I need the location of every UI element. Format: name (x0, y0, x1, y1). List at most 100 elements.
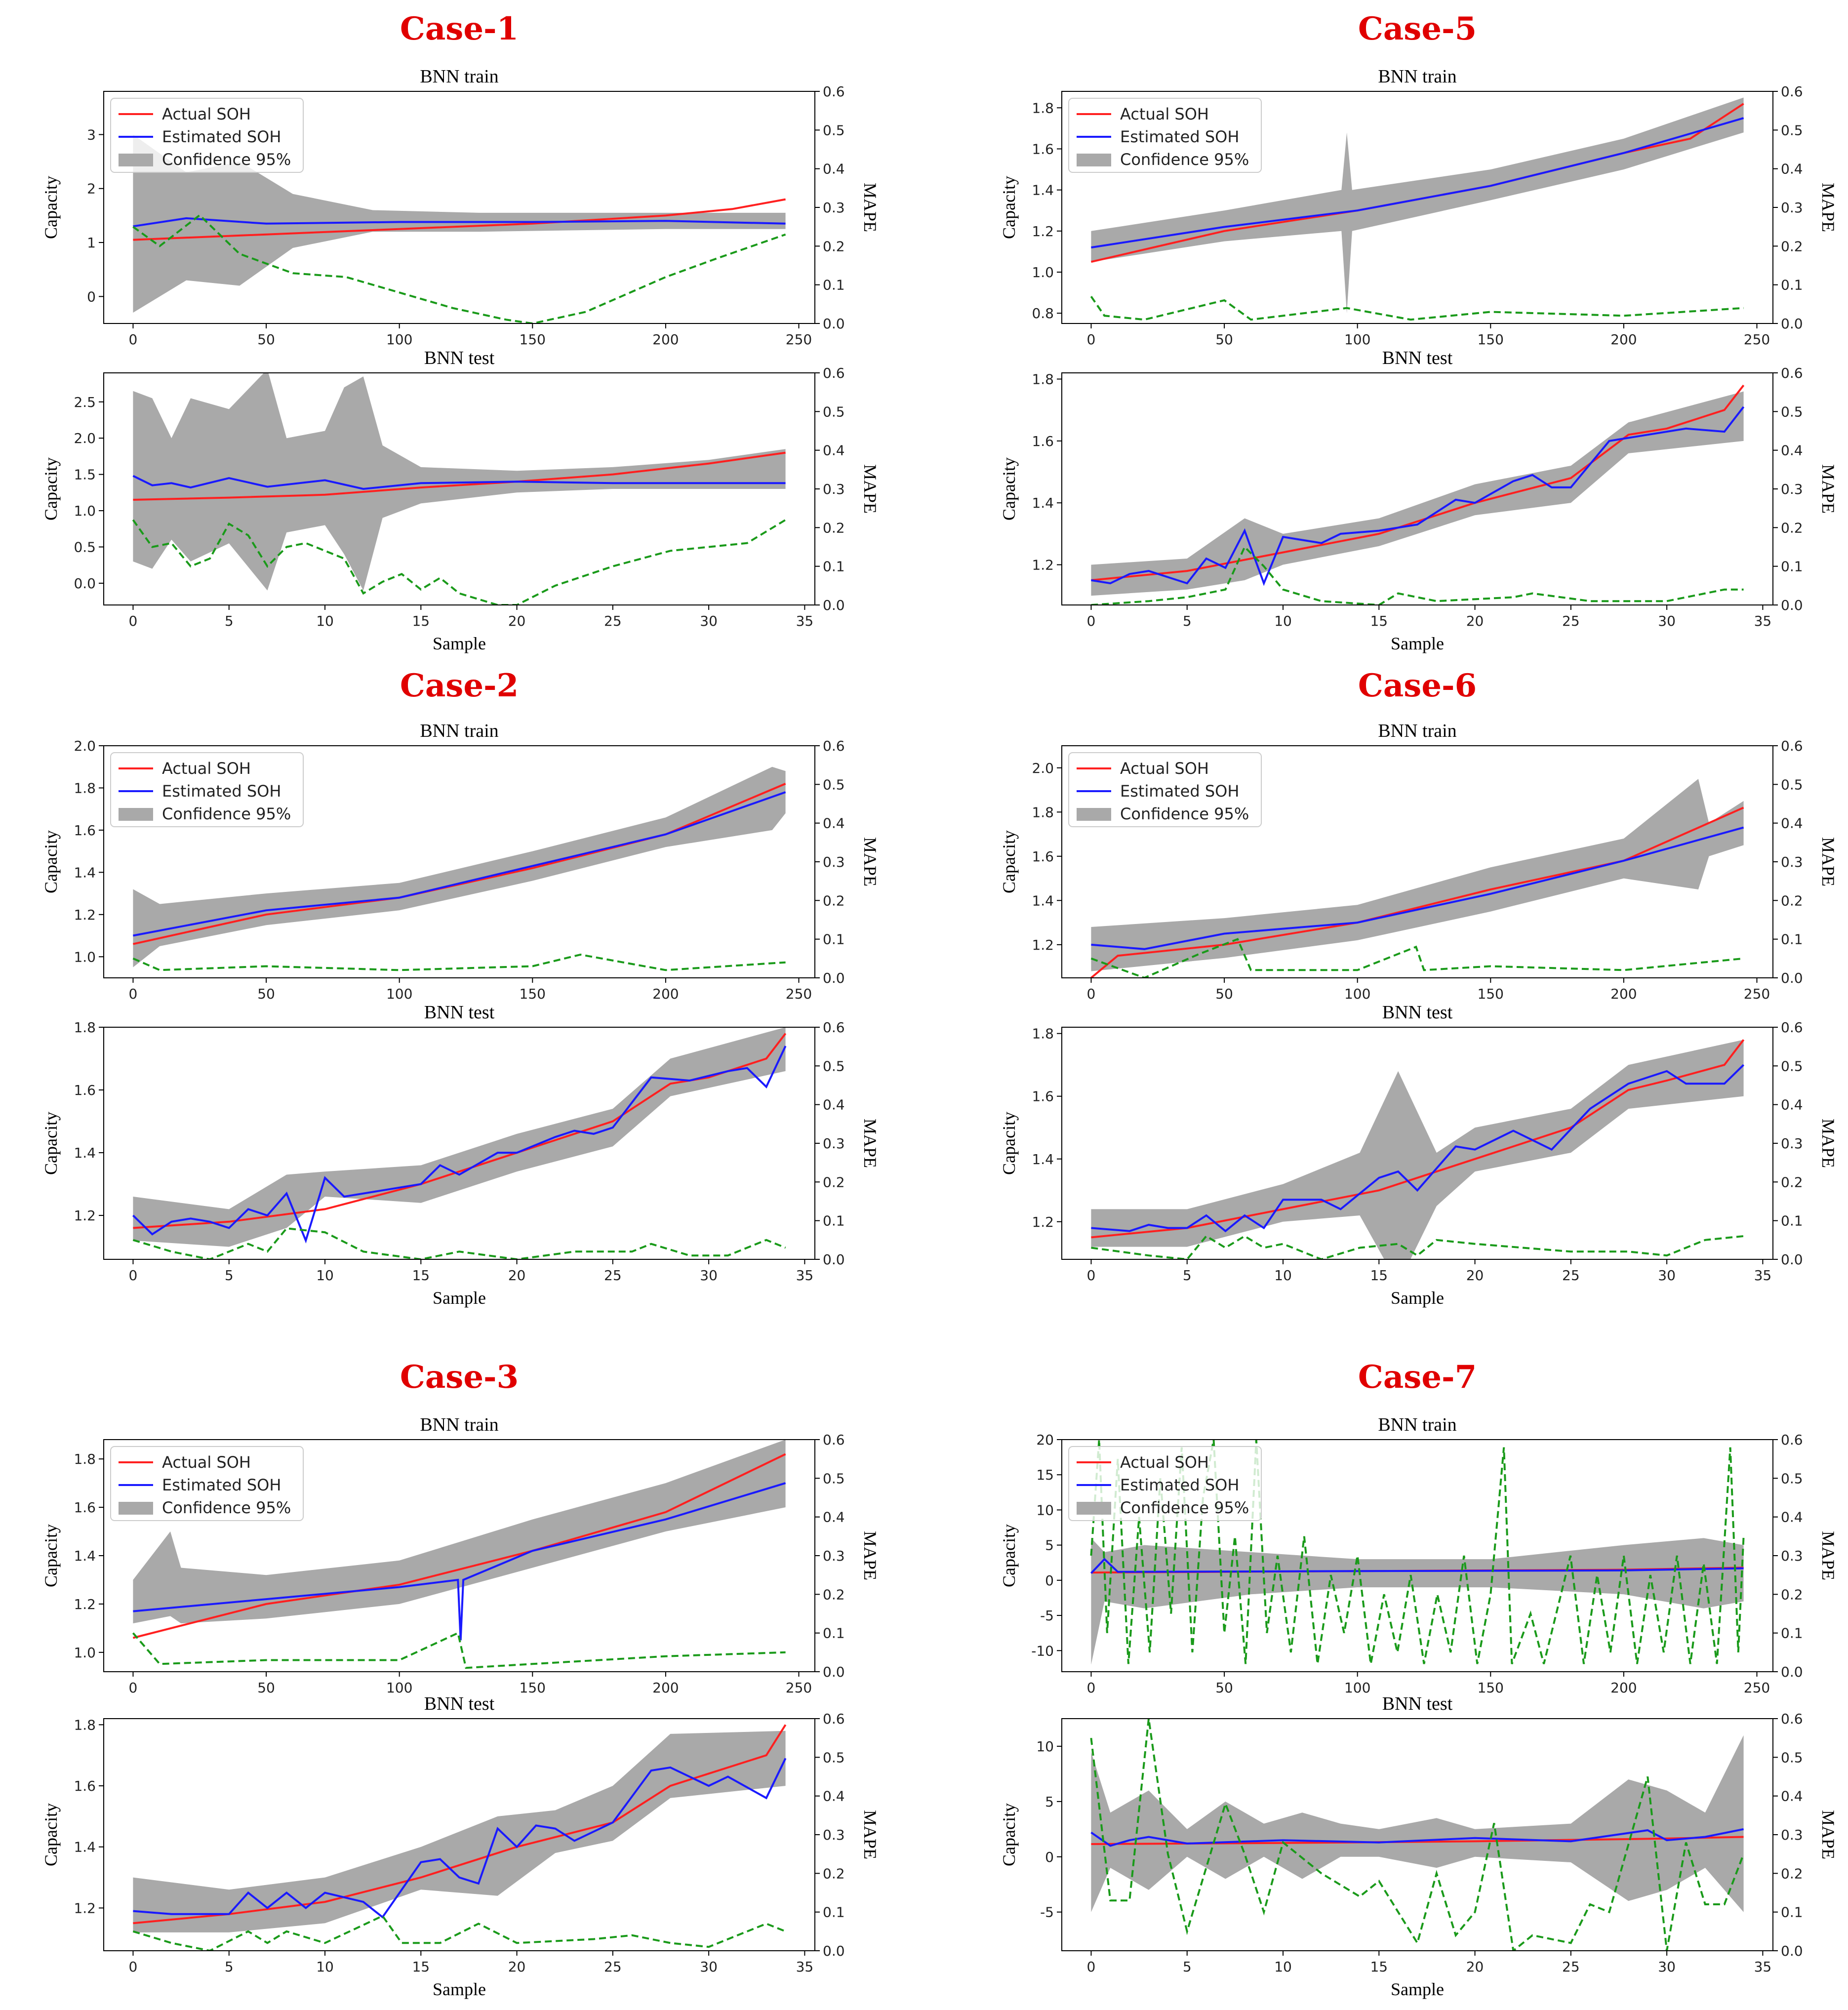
y-tick-label: 10 (1036, 1738, 1054, 1755)
case-7-train-panel: BNN train 0 50 100 150 200 250 -10 -5 0 5 10 15 20 0.0… (999, 1414, 1838, 1696)
y-tick-label: 1.4 (74, 1839, 96, 1855)
legend-estimated-label: Estimated SOH (162, 782, 281, 801)
legend: Actual SOH Estimated SOH Confidence 95% (110, 98, 304, 173)
mape-tick-label: 0.6 (1781, 1432, 1803, 1448)
y-tick-label: 1.8 (74, 1717, 96, 1733)
mape-tick-label: 0.3 (823, 200, 845, 216)
y-tick-label: 1.4 (1032, 495, 1054, 511)
x-tick-label: 25 (1562, 1959, 1580, 1975)
mape-tick-label: 0.2 (1781, 1865, 1803, 1882)
x-tick-label: 0 (1087, 331, 1096, 348)
x-tick-label: 15 (1370, 1959, 1388, 1975)
estimated-soh-line (1091, 1064, 1744, 1233)
legend-estimated-label: Estimated SOH (162, 1476, 281, 1494)
mape-line (1090, 1719, 1745, 1951)
y-tick-label: 1.8 (1032, 100, 1054, 116)
legend-confidence-label: Confidence 95% (162, 150, 291, 169)
actual-soh-line (133, 1033, 787, 1229)
legend: Actual SOH Estimated SOH Confidence 95% (1068, 752, 1262, 827)
mape-tick-label: 0.5 (1781, 1749, 1803, 1766)
mape-axis-label: MAPE (860, 837, 880, 886)
mape-axis-label: MAPE (860, 1810, 880, 1859)
legend-estimated-label: Estimated SOH (162, 127, 281, 146)
estimated-soh-line (1091, 406, 1745, 586)
test-title: BNN test (1382, 1693, 1453, 1714)
mape-tick-label: 0.3 (1781, 481, 1803, 497)
actual-soh-line (132, 1453, 786, 1639)
legend-actual-label: Actual SOH (162, 1453, 251, 1472)
y-tick-label: 1.6 (1032, 848, 1054, 865)
mape-tick-label: 0.5 (1781, 1470, 1803, 1487)
mape-tick-label: 0.0 (1781, 316, 1803, 332)
x-tick-label: 0 (1087, 1267, 1096, 1284)
y-tick-label: 1.8 (1032, 1026, 1054, 1042)
x-tick-label: 50 (257, 331, 275, 348)
test-plot-area (132, 373, 786, 605)
y-tick-label: 0.0 (74, 575, 96, 592)
legend-box (1068, 98, 1262, 173)
x-tick-label: 20 (1466, 613, 1484, 629)
x-tick-label: 100 (1344, 986, 1370, 1002)
mape-tick-label: 0.3 (1781, 854, 1803, 870)
mape-tick-label: 0.5 (1781, 122, 1803, 138)
y-tick-label: 2.5 (74, 394, 96, 410)
y-tick-label: 1.6 (74, 1499, 96, 1516)
x-tick-label: 0 (129, 1267, 138, 1284)
confidence-band (1091, 1040, 1744, 1259)
x-tick-label: 25 (1562, 613, 1580, 629)
x-tick-label: 150 (1478, 986, 1504, 1002)
x-tick-label: 15 (412, 1267, 430, 1284)
x-tick-label: 50 (1215, 1680, 1233, 1696)
mape-tick-label: 0.3 (823, 481, 845, 497)
mape-tick-label: 0.6 (823, 83, 845, 100)
mape-tick-label: 0.4 (1781, 815, 1803, 832)
x-tick-label: 150 (1478, 1680, 1504, 1696)
estimated-soh-line (133, 791, 786, 937)
x-tick-label: 30 (700, 613, 718, 629)
y-tick-label: 1.4 (1032, 182, 1054, 199)
test-title: BNN test (1382, 1002, 1453, 1023)
x-tick-label: 20 (1466, 1267, 1484, 1284)
legend-confidence-label: Confidence 95% (162, 1498, 291, 1517)
mape-tick-label: 0.2 (823, 1586, 845, 1603)
x-tick-label: 0 (1087, 613, 1096, 629)
y-tick-label: 1.8 (74, 1019, 96, 1036)
x-tick-label: 5 (225, 613, 234, 629)
x-tick-label: 35 (1754, 1959, 1772, 1975)
x-tick-label: 15 (412, 1959, 430, 1975)
x-tick-label: 250 (1744, 1680, 1770, 1696)
mape-tick-label: 0.5 (823, 122, 845, 138)
x-tick-label: 5 (1183, 1959, 1192, 1975)
x-tick-label: 0 (1087, 1959, 1096, 1975)
x-tick-label: 30 (1658, 1959, 1676, 1975)
legend: Actual SOH Estimated SOH Confidence 95% (110, 752, 304, 827)
mape-line (132, 1227, 786, 1259)
mape-tick-label: 0.5 (823, 1749, 845, 1766)
x-tick-label: 25 (604, 1267, 622, 1284)
mape-line (132, 1631, 786, 1669)
mape-tick-label: 0.3 (1781, 1827, 1803, 1843)
y-tick-label: 15 (1036, 1467, 1054, 1483)
test-plot-area (132, 1724, 787, 1951)
test-title: BNN test (424, 1693, 495, 1714)
x-tick-label: 100 (1344, 331, 1370, 348)
x-tick-label: 30 (700, 1959, 718, 1975)
mape-tick-label: 0.5 (823, 1058, 845, 1074)
legend-box (1068, 1446, 1262, 1521)
case-5-test-panel: BNN test 0 5 10 15 20 25 30 35 1.2 1.4 1.6 1.8 0.0 0.1… (999, 348, 1838, 653)
case-2-train-panel: BNN train 0 50 100 150 200 250 1.0 1.2 1.4 1.6 1.8 2… (41, 721, 880, 1002)
mape-tick-label: 0.1 (823, 1904, 845, 1921)
legend-box (1068, 752, 1262, 827)
mape-axis-label: MAPE (1818, 837, 1838, 886)
y-tick-label: 1.4 (74, 864, 96, 881)
x-axis-label: Sample (1391, 634, 1444, 653)
mape-tick-label: 0.6 (823, 1019, 845, 1036)
estimated-soh-line (132, 475, 786, 490)
actual-soh-line (133, 451, 786, 501)
mape-tick-label: 0.3 (1781, 1548, 1803, 1564)
test-title: BNN test (1382, 348, 1453, 368)
estimated-soh-line (1091, 117, 1744, 249)
x-tick-label: 250 (786, 986, 812, 1002)
legend-confidence-swatch (119, 1502, 153, 1515)
